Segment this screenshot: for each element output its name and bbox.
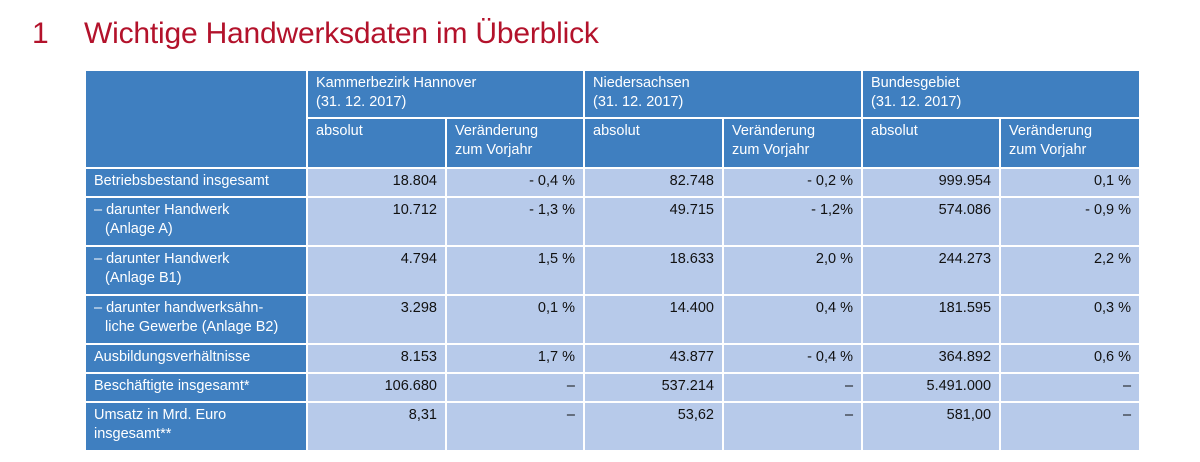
- header-region-hannover: Kammerbezirk Hannover (31. 12. 2017): [306, 69, 585, 119]
- table-row: – darunter Handwerk (Anlage B1) 4.794 1,…: [84, 245, 1142, 296]
- subheader-absolut: absolut: [861, 117, 1002, 169]
- value-cell: 364.892: [861, 343, 1002, 374]
- value-cell: 18.804: [306, 167, 447, 198]
- value-cell: 0,6 %: [999, 343, 1142, 374]
- header-region-niedersachsen: Niedersachsen (31. 12. 2017): [582, 69, 864, 119]
- value-cell: 106.680: [306, 372, 447, 403]
- table-row: – darunter Handwerk (Anlage A) 10.712 - …: [84, 196, 1142, 247]
- value-cell: –: [445, 372, 585, 403]
- subheader-change: Veränderung zum Vorjahr: [445, 117, 585, 169]
- subheader-change: Veränderung zum Vorjahr: [999, 117, 1142, 169]
- region-name: Kammerbezirk Hannover: [316, 75, 477, 91]
- row-label: Betriebsbestand insgesamt: [84, 167, 308, 198]
- row-label-line: Umsatz in Mrd. Euro: [94, 407, 227, 423]
- value-cell: 8.153: [306, 343, 447, 374]
- subheader-change-line2: zum Vorjahr: [455, 142, 533, 158]
- page-heading: 1 Wichtige Handwerksdaten im Überblick: [32, 14, 599, 54]
- region-name: Niedersachsen: [593, 75, 690, 91]
- row-label: – darunter handwerksähn- liche Gewerbe (…: [84, 294, 308, 345]
- value-cell: 574.086: [861, 196, 1002, 247]
- value-cell: 2,2 %: [999, 245, 1142, 296]
- value-cell: - 0,2 %: [721, 167, 864, 198]
- section-number: 1: [32, 17, 49, 50]
- value-cell: 3.298: [306, 294, 447, 345]
- region-date: (31. 12. 2017): [871, 94, 962, 110]
- header-corner-cell: [84, 69, 308, 169]
- value-cell: 0,1 %: [445, 294, 585, 345]
- value-cell: 244.273: [861, 245, 1002, 296]
- header-region-bundesgebiet: Bundesgebiet (31. 12. 2017): [861, 69, 1142, 119]
- region-date: (31. 12. 2017): [316, 94, 407, 110]
- value-cell: –: [721, 401, 864, 452]
- value-cell: 53,62: [583, 401, 724, 452]
- value-cell: 5.491.000: [861, 372, 1002, 403]
- row-label-line: – darunter handwerksähn-: [94, 300, 264, 316]
- value-cell: 0,3 %: [999, 294, 1142, 345]
- value-cell: - 1,2%: [721, 196, 864, 247]
- row-label: – darunter Handwerk (Anlage A): [84, 196, 308, 247]
- header-row-regions: Kammerbezirk Hannover (31. 12. 2017) Nie…: [84, 69, 1142, 169]
- subheader-change-line2: zum Vorjahr: [732, 142, 810, 158]
- value-cell: 18.633: [583, 245, 724, 296]
- subheader-change-line1: Veränderung: [732, 123, 816, 139]
- value-cell: 2,0 %: [721, 245, 864, 296]
- header-row-subheaders: absolut Veränderung zum Vorjahr absolut …: [85, 117, 1142, 169]
- handwerksdaten-table: Kammerbezirk Hannover (31. 12. 2017) Nie…: [84, 69, 1142, 452]
- row-label-line: – darunter Handwerk: [94, 202, 230, 218]
- value-cell: –: [999, 372, 1142, 403]
- row-label-line: – darunter Handwerk: [94, 251, 230, 267]
- value-cell: 537.214: [583, 372, 724, 403]
- row-label: Ausbildungsverhältnisse: [84, 343, 308, 374]
- value-cell: 999.954: [861, 167, 1002, 198]
- table-row: – darunter handwerksähn- liche Gewerbe (…: [84, 294, 1142, 345]
- table-row: Umsatz in Mrd. Euro insgesamt** 8,31 – 5…: [84, 401, 1142, 452]
- value-cell: - 0,9 %: [999, 196, 1142, 247]
- region-date: (31. 12. 2017): [593, 94, 684, 110]
- row-label: Beschäftigte insgesamt*: [84, 372, 308, 403]
- subheader-change: Veränderung zum Vorjahr: [721, 117, 864, 169]
- row-label: Umsatz in Mrd. Euro insgesamt**: [84, 401, 308, 452]
- value-cell: 4.794: [306, 245, 447, 296]
- row-label-line: (Anlage B1): [105, 270, 182, 286]
- value-cell: 43.877: [583, 343, 724, 374]
- table-row: Betriebsbestand insgesamt 18.804 - 0,4 %…: [84, 167, 1142, 198]
- row-label-line: liche Gewerbe (Anlage B2): [105, 319, 279, 335]
- value-cell: 82.748: [583, 167, 724, 198]
- value-cell: 0,4 %: [721, 294, 864, 345]
- subheader-absolut: absolut: [583, 117, 724, 169]
- subheader-change-line2: zum Vorjahr: [1009, 142, 1087, 158]
- value-cell: –: [999, 401, 1142, 452]
- row-label-line: (Anlage A): [105, 221, 173, 237]
- page-title: Wichtige Handwerksdaten im Überblick: [84, 17, 599, 50]
- subheader-change-line1: Veränderung: [455, 123, 539, 139]
- row-label-line: Ausbildungsverhältnisse: [94, 349, 251, 365]
- value-cell: 1,5 %: [445, 245, 585, 296]
- table-row: Beschäftigte insgesamt* 106.680 – 537.21…: [84, 372, 1142, 403]
- value-cell: 1,7 %: [445, 343, 585, 374]
- row-label-line: insgesamt**: [94, 426, 172, 442]
- value-cell: - 0,4 %: [721, 343, 864, 374]
- subheader-change-line1: Veränderung: [1009, 123, 1093, 139]
- value-cell: 14.400: [583, 294, 724, 345]
- value-cell: - 0,4 %: [445, 167, 585, 198]
- value-cell: 8,31: [306, 401, 447, 452]
- value-cell: –: [445, 401, 585, 452]
- value-cell: 581,00: [861, 401, 1002, 452]
- row-label-line: Beschäftigte insgesamt*: [94, 378, 250, 394]
- value-cell: 0,1 %: [999, 167, 1142, 198]
- subheader-absolut: absolut: [306, 117, 447, 169]
- row-label: – darunter Handwerk (Anlage B1): [84, 245, 308, 296]
- value-cell: - 1,3 %: [445, 196, 585, 247]
- value-cell: 181.595: [861, 294, 1002, 345]
- row-label-line: Betriebsbestand insgesamt: [94, 173, 269, 189]
- value-cell: 10.712: [306, 196, 447, 247]
- table-row: Ausbildungsverhältnisse 8.153 1,7 % 43.8…: [84, 343, 1142, 374]
- value-cell: 49.715: [583, 196, 724, 247]
- value-cell: –: [721, 372, 864, 403]
- region-name: Bundesgebiet: [871, 75, 960, 91]
